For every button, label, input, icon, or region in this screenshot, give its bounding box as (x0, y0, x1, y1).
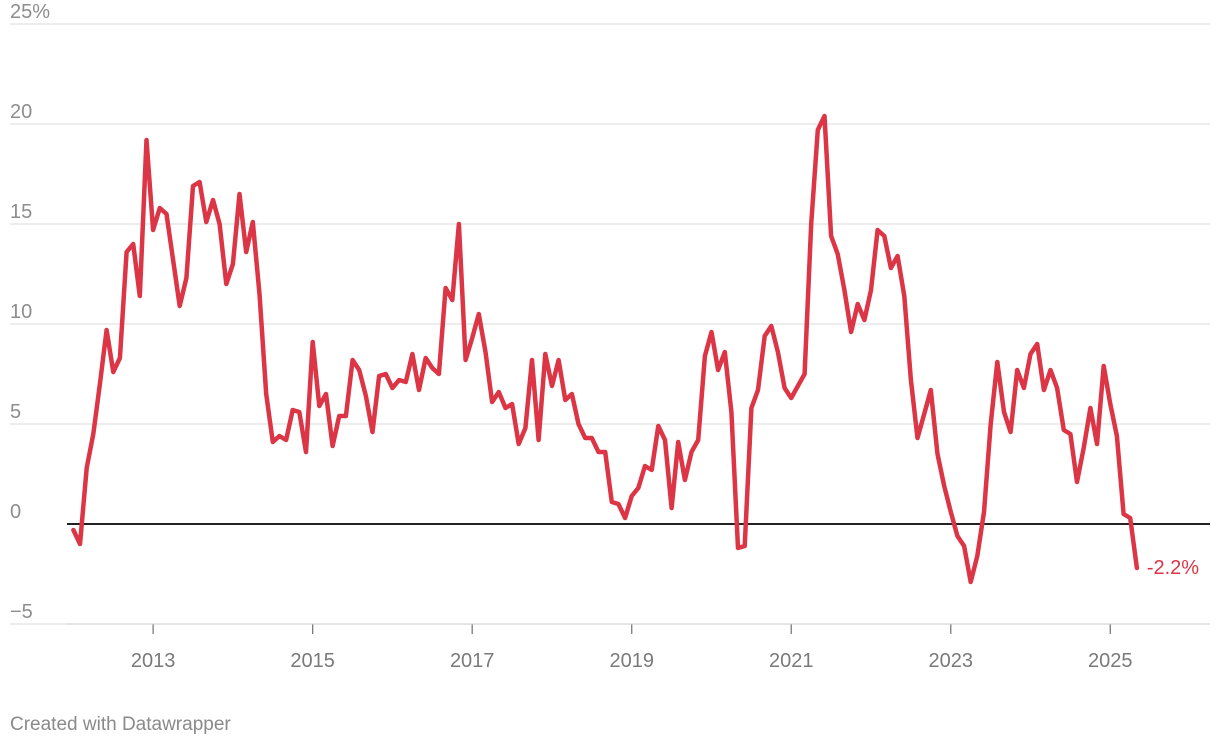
x-tick-label: 2017 (450, 650, 495, 672)
y-tick-label: 10 (10, 301, 32, 323)
gridlines (10, 23, 1210, 625)
x-axis: 2013 2015 2017 2019 2021 2023 2025 (131, 624, 1133, 672)
y-tick-label: 0 (10, 501, 21, 523)
credit-footer: Created with Datawrapper (10, 714, 231, 735)
y-tick-label: 5 (10, 401, 21, 423)
series-layer (71, 113, 1140, 585)
series-line (71, 113, 1140, 585)
y-tick-label: 25% (10, 1, 50, 23)
x-tick-label: 2025 (1088, 650, 1133, 672)
x-tick-label: 2023 (929, 650, 974, 672)
y-axis: −5 0 5 10 15 20 25% (10, 1, 50, 623)
y-tick-label: −5 (10, 601, 33, 623)
x-tick-label: 2019 (609, 650, 654, 672)
end-value-label: -2.2% (1147, 557, 1199, 579)
y-tick-label: 15 (10, 201, 32, 223)
x-tick-label: 2015 (290, 650, 335, 672)
x-tick-label: 2021 (769, 650, 814, 672)
x-tick-label: 2013 (131, 650, 176, 672)
y-tick-label: 20 (10, 101, 32, 123)
